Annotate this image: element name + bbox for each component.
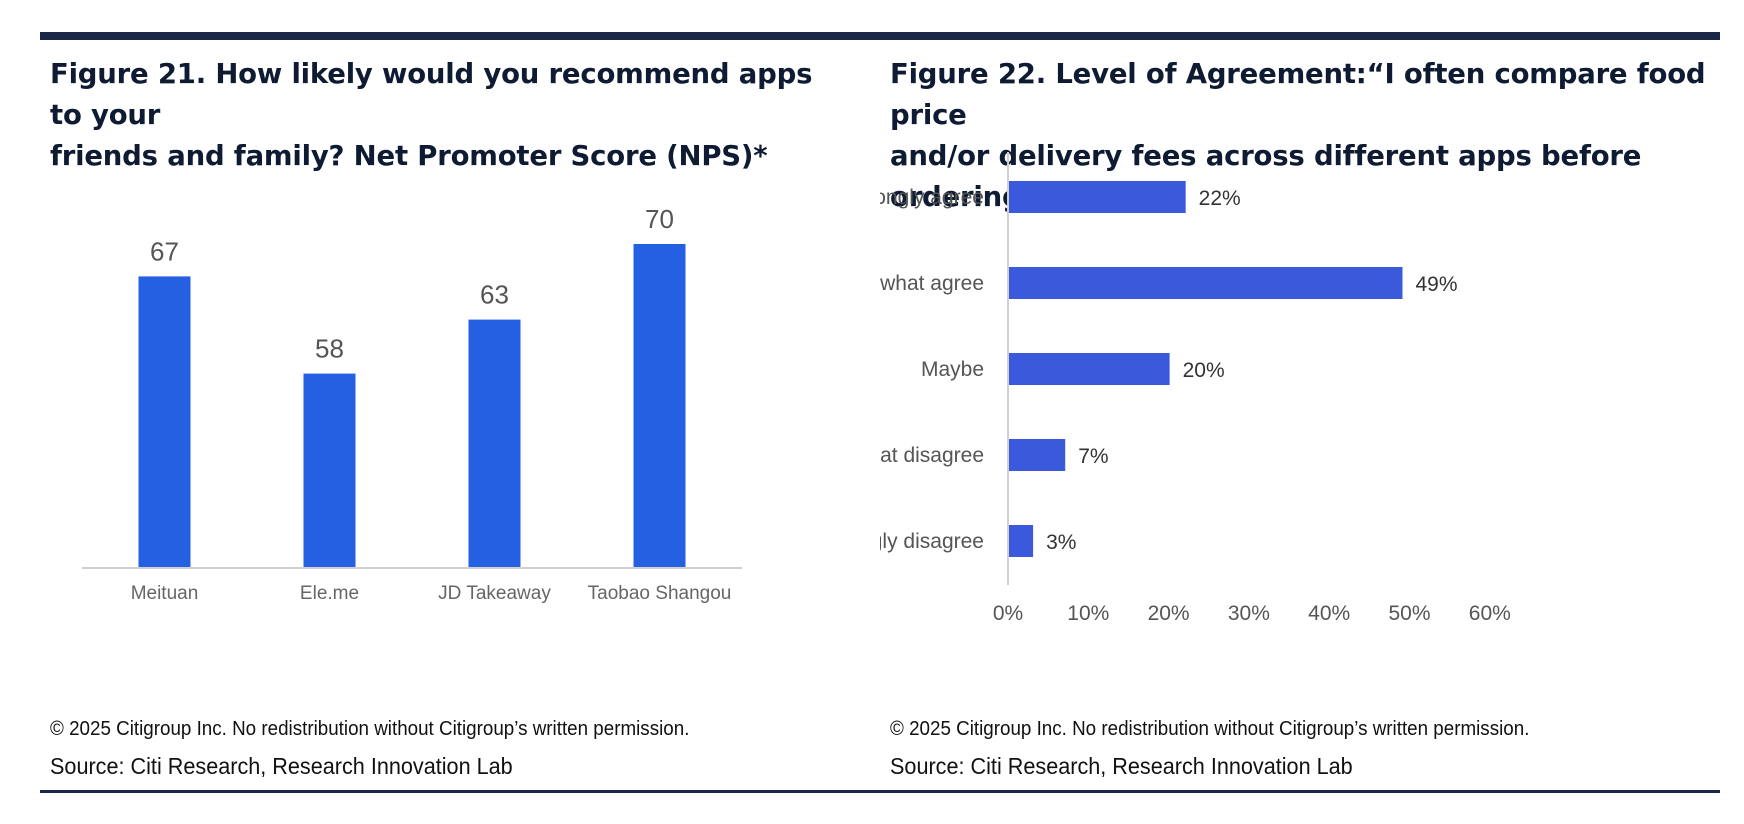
figure-22-title-line1: Figure 22. Level of Agreement:“I often c…	[890, 58, 1706, 131]
bar-somewhat-disagree	[1009, 439, 1066, 471]
figure-22-source: Source: Citi Research, Research Innovati…	[890, 753, 1353, 779]
x-tick-label-meituan: Meituan	[131, 583, 199, 604]
figure-21-title-line2: friends and family? Net Promoter Score (…	[50, 140, 768, 172]
bar-ele-me	[303, 373, 356, 568]
figure-22-copyright: © 2025 Citigroup Inc. No redistribution …	[890, 718, 1530, 740]
x-tick-label-20: 20%	[1148, 602, 1190, 625]
figure-21-copyright: © 2025 Citigroup Inc. No redistribution …	[50, 718, 690, 740]
value-label-somewhat-disagree: 7%	[1078, 445, 1108, 468]
figure-22-chart: Strongly agree 22% Somewhat agree 49% Maybe 2…	[880, 152, 1511, 625]
value-label-ele-me: 58	[315, 334, 344, 364]
figure-22-panel: Figure 22. Level of Agreement:“I often c…	[880, 40, 1720, 790]
figure-21-panel: Figure 21. How likely would you recommen…	[40, 40, 840, 790]
x-tick-label-jd-takeaway: JD Takeaway	[438, 583, 551, 604]
x-tick-label-0: 0%	[993, 602, 1023, 625]
bar-somewhat-agree	[1009, 267, 1403, 299]
x-tick-label-10: 10%	[1067, 602, 1109, 625]
value-label-strongly-disagree: 3%	[1046, 531, 1076, 554]
x-tick-label-40: 40%	[1308, 602, 1350, 625]
bar-taobao-shangou	[633, 244, 686, 568]
value-label-taobao-shangou: 70	[645, 204, 674, 234]
value-label-strongly-agree: 22%	[1199, 187, 1241, 210]
x-tick-label-60: 60%	[1469, 602, 1511, 625]
category-label-strongly-disagree: Strongly disagree	[880, 530, 984, 553]
x-tick-label-ele-me: Ele.me	[300, 583, 359, 604]
x-tick-label-50: 50%	[1388, 602, 1430, 625]
x-tick-label-taobao-shangou: Taobao Shangou	[588, 583, 732, 604]
category-label-strongly-agree: Strongly agree	[880, 186, 984, 209]
figure-21-title: Figure 21. How likely would you recommen…	[50, 54, 840, 177]
figure-21-title-line1: Figure 21. How likely would you recommen…	[50, 58, 813, 131]
value-label-somewhat-agree: 49%	[1415, 273, 1457, 296]
bar-strongly-agree	[1009, 181, 1186, 213]
value-label-meituan: 67	[150, 236, 179, 266]
value-label-maybe: 20%	[1183, 359, 1225, 382]
bar-meituan	[138, 276, 191, 568]
category-label-somewhat-agree: Somewhat agree	[880, 272, 984, 295]
figure-21-source: Source: Citi Research, Research Innovati…	[50, 753, 513, 779]
bar-strongly-disagree	[1009, 525, 1034, 557]
category-label-somewhat-disagree: Somewhat disagree	[880, 444, 984, 467]
bottom-rule	[40, 790, 1720, 793]
bar-maybe	[1009, 353, 1170, 385]
value-label-jd-takeaway: 63	[480, 280, 509, 310]
figure-21-chart: 67 Meituan 58 Ele.me 63 JD Takeaway 70 Taobao S…	[82, 204, 742, 604]
category-label-maybe: Maybe	[921, 358, 984, 381]
x-tick-label-30: 30%	[1228, 602, 1270, 625]
top-rule	[40, 32, 1720, 40]
bar-jd-takeaway	[468, 319, 521, 568]
